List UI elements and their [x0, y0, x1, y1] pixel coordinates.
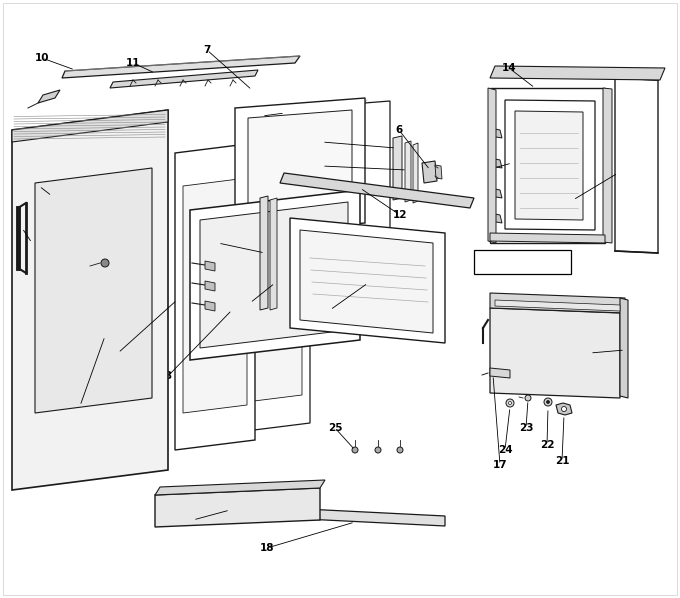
Polygon shape [300, 230, 433, 333]
Polygon shape [490, 88, 605, 243]
Polygon shape [270, 198, 277, 310]
Text: 21: 21 [555, 456, 569, 466]
Polygon shape [230, 148, 310, 433]
Polygon shape [155, 480, 325, 495]
Text: 22: 22 [540, 440, 554, 450]
Text: 6: 6 [395, 125, 403, 135]
Polygon shape [12, 110, 168, 142]
Polygon shape [435, 165, 442, 179]
Text: 9: 9 [214, 238, 222, 248]
Circle shape [562, 407, 566, 411]
Polygon shape [260, 196, 268, 310]
Text: 11: 11 [126, 58, 140, 68]
Circle shape [509, 401, 511, 404]
Text: 24: 24 [498, 445, 512, 455]
Polygon shape [183, 178, 247, 413]
Polygon shape [205, 261, 215, 271]
Polygon shape [200, 202, 348, 348]
Polygon shape [556, 403, 572, 415]
Text: 11: 11 [243, 298, 257, 308]
Text: 4: 4 [35, 181, 43, 191]
Text: 20: 20 [186, 515, 200, 525]
Circle shape [547, 401, 549, 404]
Text: 10: 10 [35, 53, 49, 63]
Polygon shape [38, 90, 60, 103]
Polygon shape [490, 368, 510, 378]
Polygon shape [238, 183, 302, 403]
Text: 18: 18 [260, 543, 274, 553]
Polygon shape [205, 301, 215, 311]
Polygon shape [110, 70, 258, 88]
Polygon shape [495, 300, 620, 311]
Circle shape [525, 395, 531, 401]
Polygon shape [615, 78, 658, 253]
Polygon shape [175, 143, 255, 450]
Text: 8: 8 [318, 137, 326, 147]
Text: 14: 14 [502, 63, 516, 73]
Polygon shape [490, 293, 625, 313]
Polygon shape [280, 173, 474, 208]
Polygon shape [490, 308, 620, 398]
Polygon shape [248, 110, 352, 221]
Text: 1: 1 [29, 238, 35, 248]
Text: 16: 16 [73, 401, 87, 411]
Polygon shape [285, 508, 445, 526]
Polygon shape [290, 218, 445, 343]
Text: 5: 5 [258, 111, 266, 121]
Text: 2: 2 [114, 348, 122, 358]
Polygon shape [490, 158, 502, 168]
Polygon shape [235, 98, 365, 233]
Polygon shape [393, 136, 402, 200]
Text: 3: 3 [165, 371, 171, 381]
Polygon shape [490, 213, 502, 223]
Text: Series D: Series D [494, 255, 549, 269]
Polygon shape [490, 128, 502, 138]
Text: 23: 23 [519, 423, 533, 433]
Circle shape [352, 447, 358, 453]
Polygon shape [488, 88, 496, 243]
Polygon shape [515, 111, 583, 220]
Circle shape [544, 398, 552, 406]
Polygon shape [275, 101, 390, 237]
Polygon shape [490, 188, 502, 198]
Polygon shape [190, 190, 360, 360]
Text: 13: 13 [487, 163, 501, 173]
Polygon shape [12, 110, 168, 490]
Text: 25: 25 [328, 423, 342, 433]
Circle shape [397, 447, 403, 453]
Polygon shape [490, 233, 605, 243]
Polygon shape [620, 298, 628, 398]
Text: 17: 17 [493, 460, 507, 470]
Polygon shape [155, 488, 320, 527]
Text: 9: 9 [318, 161, 326, 171]
Polygon shape [205, 281, 215, 291]
Text: 7: 7 [203, 45, 211, 55]
Text: 13: 13 [323, 305, 337, 315]
Polygon shape [35, 168, 152, 413]
Text: 19: 19 [583, 348, 597, 358]
Polygon shape [490, 66, 665, 80]
Circle shape [375, 447, 381, 453]
Text: 12: 12 [393, 210, 407, 220]
Polygon shape [405, 141, 411, 202]
Polygon shape [422, 161, 437, 183]
Text: 15: 15 [566, 195, 580, 205]
Circle shape [506, 399, 514, 407]
Polygon shape [505, 100, 595, 230]
Polygon shape [62, 56, 300, 78]
Polygon shape [413, 143, 418, 203]
Circle shape [101, 259, 109, 267]
Polygon shape [603, 88, 612, 243]
FancyBboxPatch shape [474, 250, 571, 274]
